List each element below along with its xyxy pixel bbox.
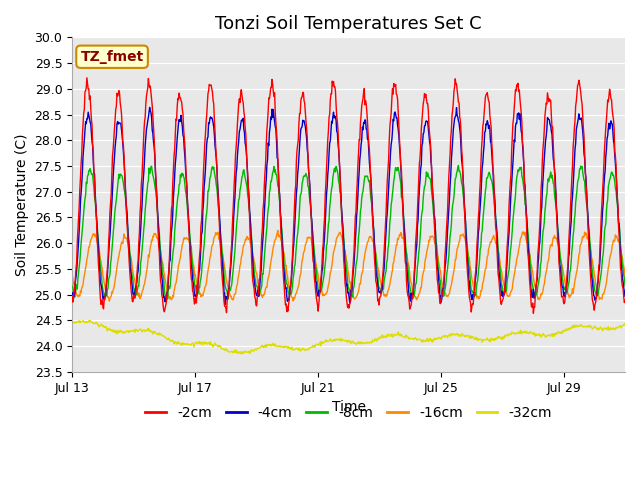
X-axis label: Time: Time [332, 400, 365, 414]
Title: Tonzi Soil Temperatures Set C: Tonzi Soil Temperatures Set C [215, 15, 482, 33]
Legend: -2cm, -4cm, -8cm, -16cm, -32cm: -2cm, -4cm, -8cm, -16cm, -32cm [140, 400, 557, 425]
Y-axis label: Soil Temperature (C): Soil Temperature (C) [15, 133, 29, 276]
Text: TZ_fmet: TZ_fmet [81, 50, 144, 64]
